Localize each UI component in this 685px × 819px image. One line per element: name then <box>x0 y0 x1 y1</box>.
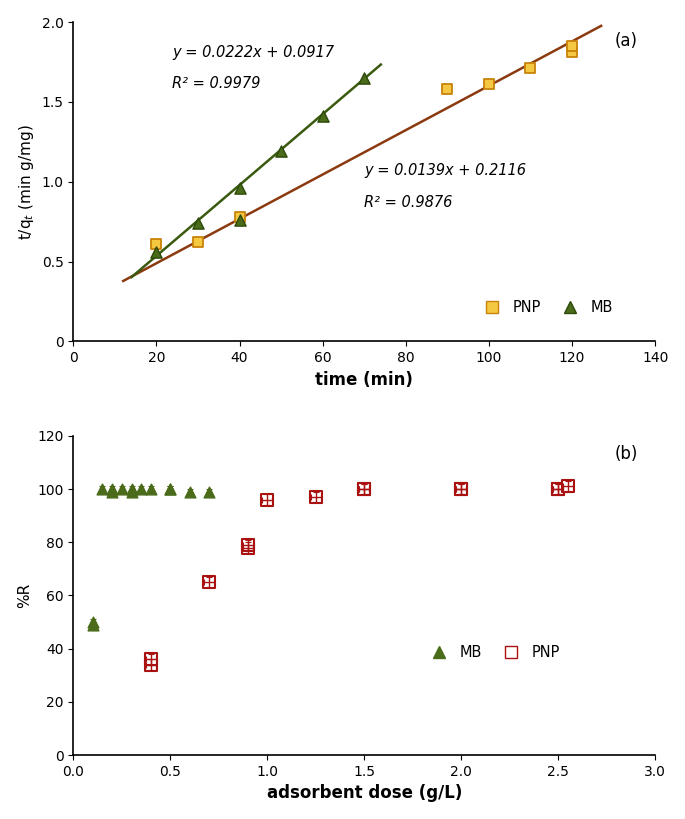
Point <box>359 482 370 495</box>
Point <box>317 110 328 123</box>
Point <box>262 493 273 506</box>
Point <box>525 62 536 75</box>
Text: (b): (b) <box>614 446 638 464</box>
Point <box>234 214 245 227</box>
Point <box>151 246 162 259</box>
Point <box>234 210 245 224</box>
Legend: PNP, MB: PNP, MB <box>472 295 619 321</box>
Point <box>566 39 577 52</box>
Point <box>359 71 370 84</box>
Point <box>116 482 127 495</box>
Point <box>107 485 118 498</box>
Y-axis label: t/q$_t$ (min g/mg): t/q$_t$ (min g/mg) <box>17 124 36 240</box>
Text: y = 0.0139x + 0.2116: y = 0.0139x + 0.2116 <box>364 163 526 178</box>
Text: (a): (a) <box>614 32 638 50</box>
Point <box>359 482 370 495</box>
Point <box>184 485 195 498</box>
Point <box>107 482 118 495</box>
Point <box>126 485 137 498</box>
Point <box>442 83 453 96</box>
X-axis label: adsorbent dose (g/L): adsorbent dose (g/L) <box>266 785 462 803</box>
X-axis label: time (min): time (min) <box>315 371 413 389</box>
Point <box>553 482 564 495</box>
Point <box>145 653 156 666</box>
Point <box>97 482 108 495</box>
Y-axis label: %R: %R <box>16 583 32 608</box>
Point <box>126 482 137 495</box>
Point <box>136 482 147 495</box>
Text: R² = 0.9876: R² = 0.9876 <box>364 195 453 210</box>
Point <box>192 217 203 230</box>
Point <box>151 238 162 251</box>
Point <box>484 78 495 91</box>
Point <box>566 46 577 59</box>
Point <box>456 482 466 495</box>
Point <box>87 618 98 631</box>
Point <box>145 482 156 495</box>
Point <box>242 538 253 551</box>
Point <box>275 145 286 158</box>
Text: y = 0.0222x + 0.0917: y = 0.0222x + 0.0917 <box>172 44 334 60</box>
Point <box>310 491 321 504</box>
Point <box>203 576 214 589</box>
Point <box>203 485 214 498</box>
Legend: MB, PNP: MB, PNP <box>419 640 566 666</box>
Point <box>456 482 466 495</box>
Text: R² = 0.9979: R² = 0.9979 <box>172 76 260 92</box>
Point <box>87 616 98 629</box>
Point <box>165 482 176 495</box>
Point <box>192 236 203 249</box>
Point <box>234 182 245 195</box>
Point <box>562 480 573 493</box>
Point <box>165 482 176 495</box>
Point <box>242 541 253 554</box>
Point <box>553 482 564 495</box>
Point <box>145 658 156 671</box>
